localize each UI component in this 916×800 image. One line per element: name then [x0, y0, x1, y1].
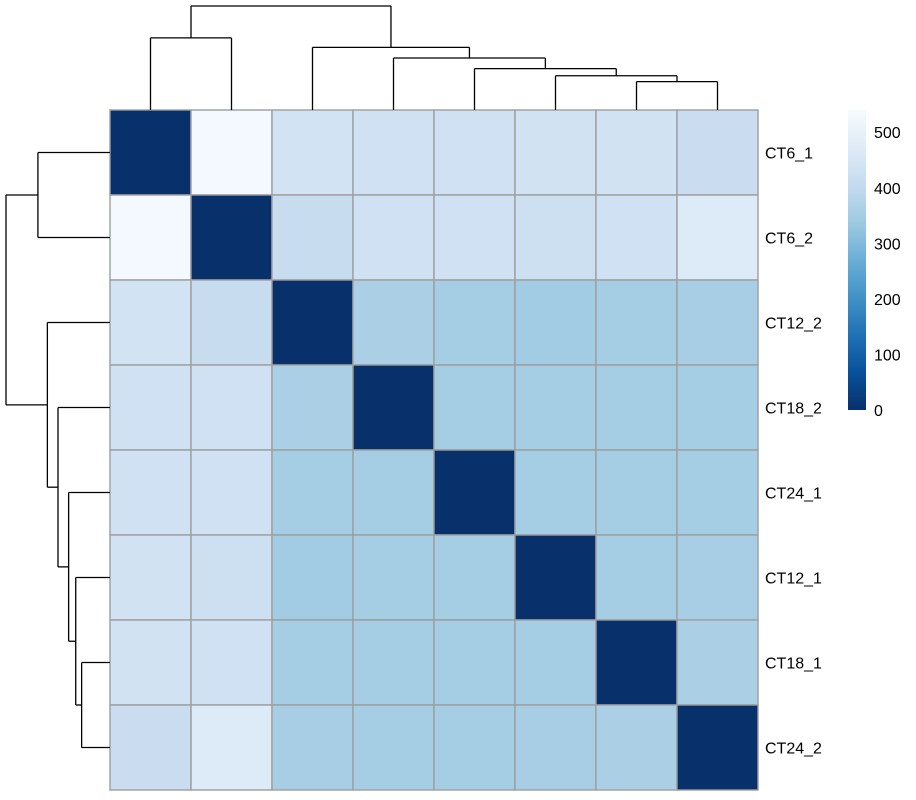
heatmap-cell [190, 279, 273, 366]
heatmap-cell [109, 279, 192, 366]
row-label: CT12_2 [765, 316, 822, 333]
heatmap-cell [190, 194, 273, 281]
heatmap-cell [109, 704, 192, 791]
heatmap-cell [595, 449, 678, 536]
heatmap-cell [433, 109, 516, 196]
legend-tick-label: 200 [874, 292, 901, 309]
heatmap-cell [109, 534, 192, 621]
row-dendrogram [5, 151, 110, 749]
legend-tick-label: 500 [874, 125, 901, 142]
heatmap-cell [271, 364, 354, 451]
heatmap-cell [514, 109, 597, 196]
heatmap-cell [190, 364, 273, 451]
heatmap-cell [271, 449, 354, 536]
heatmap-cell [595, 109, 678, 196]
heatmap-cell [271, 704, 354, 791]
heatmap-cell [595, 279, 678, 366]
heatmap-cell [433, 364, 516, 451]
heatmap-cells [109, 109, 759, 791]
heatmap-cell [109, 109, 192, 196]
row-label: CT18_2 [765, 401, 822, 418]
heatmap-cell [676, 109, 759, 196]
heatmap-cell [352, 534, 435, 621]
heatmap-cell [676, 619, 759, 706]
heatmap-cell [109, 364, 192, 451]
heatmap-cell [676, 704, 759, 791]
row-labels: CT6_1 CT6_2 CT12_2 CT18_2 CT24_1 CT12_1 CT18_1… [765, 146, 822, 758]
legend-tick-label: 100 [874, 347, 901, 364]
legend-color-bar [848, 110, 866, 410]
row-label: CT24_2 [765, 741, 822, 758]
legend-tick-label: 400 [874, 181, 901, 198]
heatmap-cell [190, 449, 273, 536]
heatmap-cell [271, 534, 354, 621]
heatmap-cell [433, 619, 516, 706]
heatmap-cell [109, 194, 192, 281]
row-label: CT6_1 [765, 146, 813, 163]
heatmap-cell [514, 619, 597, 706]
heatmap-cell [514, 194, 597, 281]
heatmap-cell [433, 704, 516, 791]
row-label: CT6_2 [765, 231, 813, 248]
heatmap-cell [271, 619, 354, 706]
heatmap-cell [190, 619, 273, 706]
heatmap-cell [676, 449, 759, 536]
column-dendrogram [149, 5, 719, 110]
heatmap-cell [109, 449, 192, 536]
heatmap-cell [676, 534, 759, 621]
color-legend: 0 100 200 300 400 500 [848, 110, 901, 420]
heatmap-cell [271, 109, 354, 196]
heatmap-cell [433, 534, 516, 621]
heatmap-cell [352, 619, 435, 706]
heatmap-cell [352, 109, 435, 196]
row-label: CT24_1 [765, 486, 822, 503]
heatmap-cell [433, 279, 516, 366]
heatmap-cell [676, 194, 759, 281]
heatmap-cell [595, 534, 678, 621]
heatmap-cell [514, 534, 597, 621]
heatmap-cell [190, 534, 273, 621]
heatmap-cell [352, 279, 435, 366]
heatmap-cell [514, 279, 597, 366]
heatmap-cell [352, 449, 435, 536]
heatmap-cell [271, 279, 354, 366]
heatmap-cell [352, 704, 435, 791]
heatmap-cell [514, 364, 597, 451]
heatmap-cell [433, 194, 516, 281]
row-label: CT18_1 [765, 656, 822, 673]
heatmap-cell [190, 704, 273, 791]
heatmap-cell [595, 704, 678, 791]
heatmap-cell [676, 279, 759, 366]
heatmap-cell [352, 194, 435, 281]
heatmap-cell [595, 364, 678, 451]
heatmap-cell [190, 109, 273, 196]
heatmap-cell [595, 619, 678, 706]
heatmap-cell [352, 364, 435, 451]
legend-ticks: 0 100 200 300 400 500 [874, 125, 901, 420]
heatmap-cell [514, 704, 597, 791]
heatmap-cell [514, 449, 597, 536]
legend-tick-label: 300 [874, 236, 901, 253]
legend-tick-label: 0 [874, 403, 883, 420]
heatmap-cell [109, 619, 192, 706]
heatmap-cell [595, 194, 678, 281]
heatmap-cell [676, 364, 759, 451]
heatmap-cell [433, 449, 516, 536]
heatmap-cell [271, 194, 354, 281]
row-label: CT12_1 [765, 571, 822, 588]
